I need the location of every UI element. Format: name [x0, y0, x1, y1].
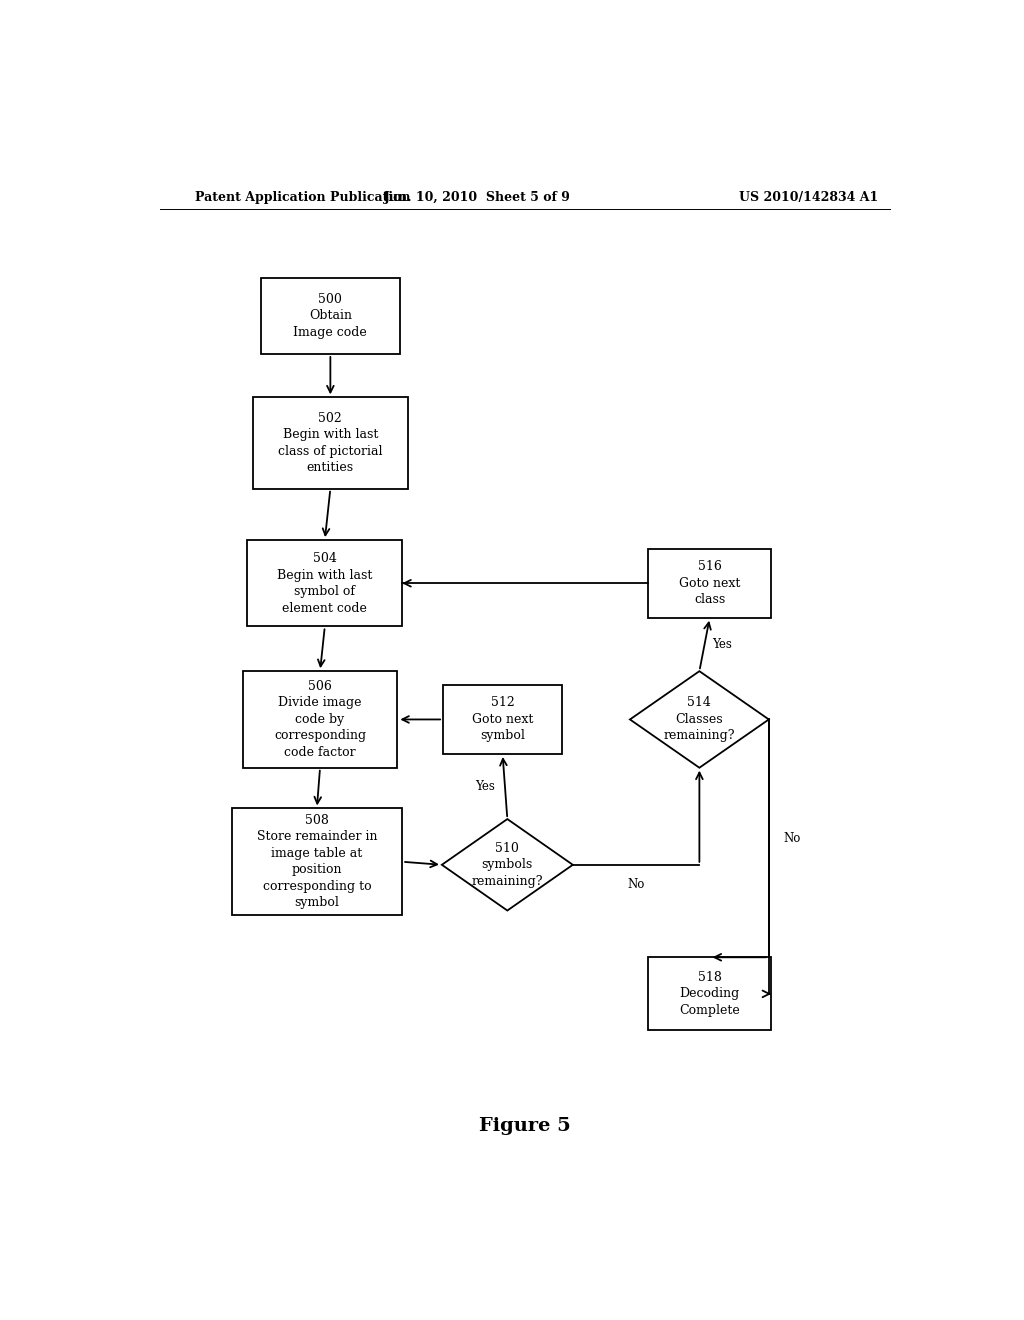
Text: 516
Goto next
class: 516 Goto next class	[679, 560, 740, 606]
Text: No: No	[628, 878, 645, 891]
FancyBboxPatch shape	[248, 540, 402, 627]
Text: 510
symbols
remaining?: 510 symbols remaining?	[472, 842, 543, 888]
FancyBboxPatch shape	[261, 277, 399, 354]
Text: 502
Begin with last
class of pictorial
entities: 502 Begin with last class of pictorial e…	[279, 412, 383, 474]
Text: Jun. 10, 2010  Sheet 5 of 9: Jun. 10, 2010 Sheet 5 of 9	[384, 190, 570, 203]
Text: Patent Application Publication: Patent Application Publication	[196, 190, 411, 203]
FancyBboxPatch shape	[443, 685, 562, 754]
Polygon shape	[442, 818, 572, 911]
Text: 518
Decoding
Complete: 518 Decoding Complete	[679, 972, 740, 1016]
Text: Yes: Yes	[712, 638, 732, 651]
FancyBboxPatch shape	[648, 549, 771, 618]
Text: 500
Obtain
Image code: 500 Obtain Image code	[294, 293, 368, 339]
Text: 506
Divide image
code by
corresponding
code factor: 506 Divide image code by corresponding c…	[274, 680, 367, 759]
Text: Yes: Yes	[475, 780, 496, 793]
Text: 512
Goto next
symbol: 512 Goto next symbol	[472, 697, 534, 742]
FancyBboxPatch shape	[243, 671, 397, 768]
Text: 504
Begin with last
symbol of
element code: 504 Begin with last symbol of element co…	[278, 552, 373, 615]
FancyBboxPatch shape	[253, 397, 408, 488]
Text: No: No	[783, 832, 801, 845]
Text: Figure 5: Figure 5	[479, 1117, 570, 1135]
Text: 514
Classes
remaining?: 514 Classes remaining?	[664, 697, 735, 742]
Text: 508
Store remainder in
image table at
position
corresponding to
symbol: 508 Store remainder in image table at po…	[257, 814, 377, 909]
Polygon shape	[630, 671, 769, 768]
Text: US 2010/142834 A1: US 2010/142834 A1	[738, 190, 878, 203]
FancyBboxPatch shape	[231, 808, 402, 915]
FancyBboxPatch shape	[648, 957, 771, 1031]
